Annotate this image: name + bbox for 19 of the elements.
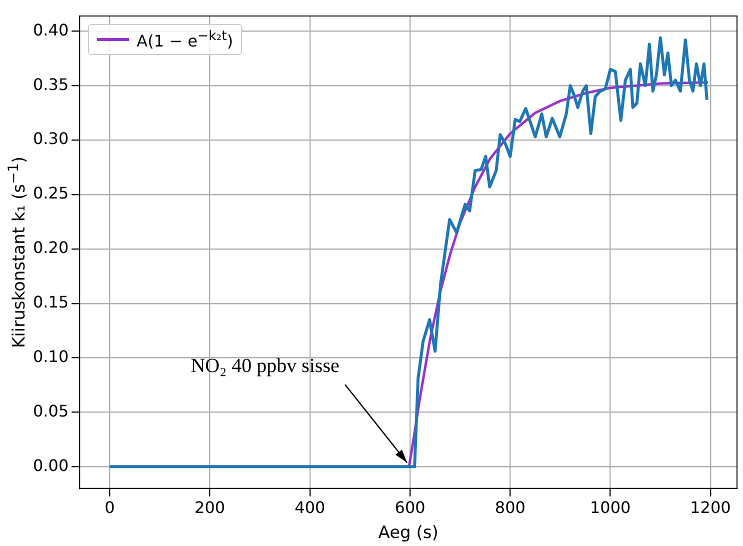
x-tick-label: 1200 [690, 498, 731, 518]
y-tick-label: 0.35 [33, 74, 69, 94]
y-tick-label: 0.20 [33, 238, 69, 258]
y-tick-label: 0.30 [33, 129, 69, 148]
y-tick-label: 0.40 [33, 20, 69, 40]
x-tick-label: 0 [104, 498, 115, 518]
y-tick-label: 0.05 [33, 401, 69, 420]
x-axis-title: Aeg (s) [378, 523, 438, 544]
annotation: NO₂ 40 ppbv sisse [190, 354, 340, 377]
y-tick-label: 0.10 [33, 346, 69, 366]
y-tick-label: 0.15 [33, 292, 69, 312]
y-tick-label: 0.00 [33, 456, 69, 475]
x-tick-label: 200 [194, 498, 226, 518]
x-tick-label: 400 [294, 498, 326, 518]
x-tick-label: 800 [494, 498, 526, 518]
y-tick-label: 0.25 [33, 184, 69, 203]
legend-label: A(1 − e$^{−k₂t}$) [136, 29, 234, 50]
x-tick-label: 1000 [590, 498, 631, 518]
x-tick-label: 600 [394, 498, 426, 518]
